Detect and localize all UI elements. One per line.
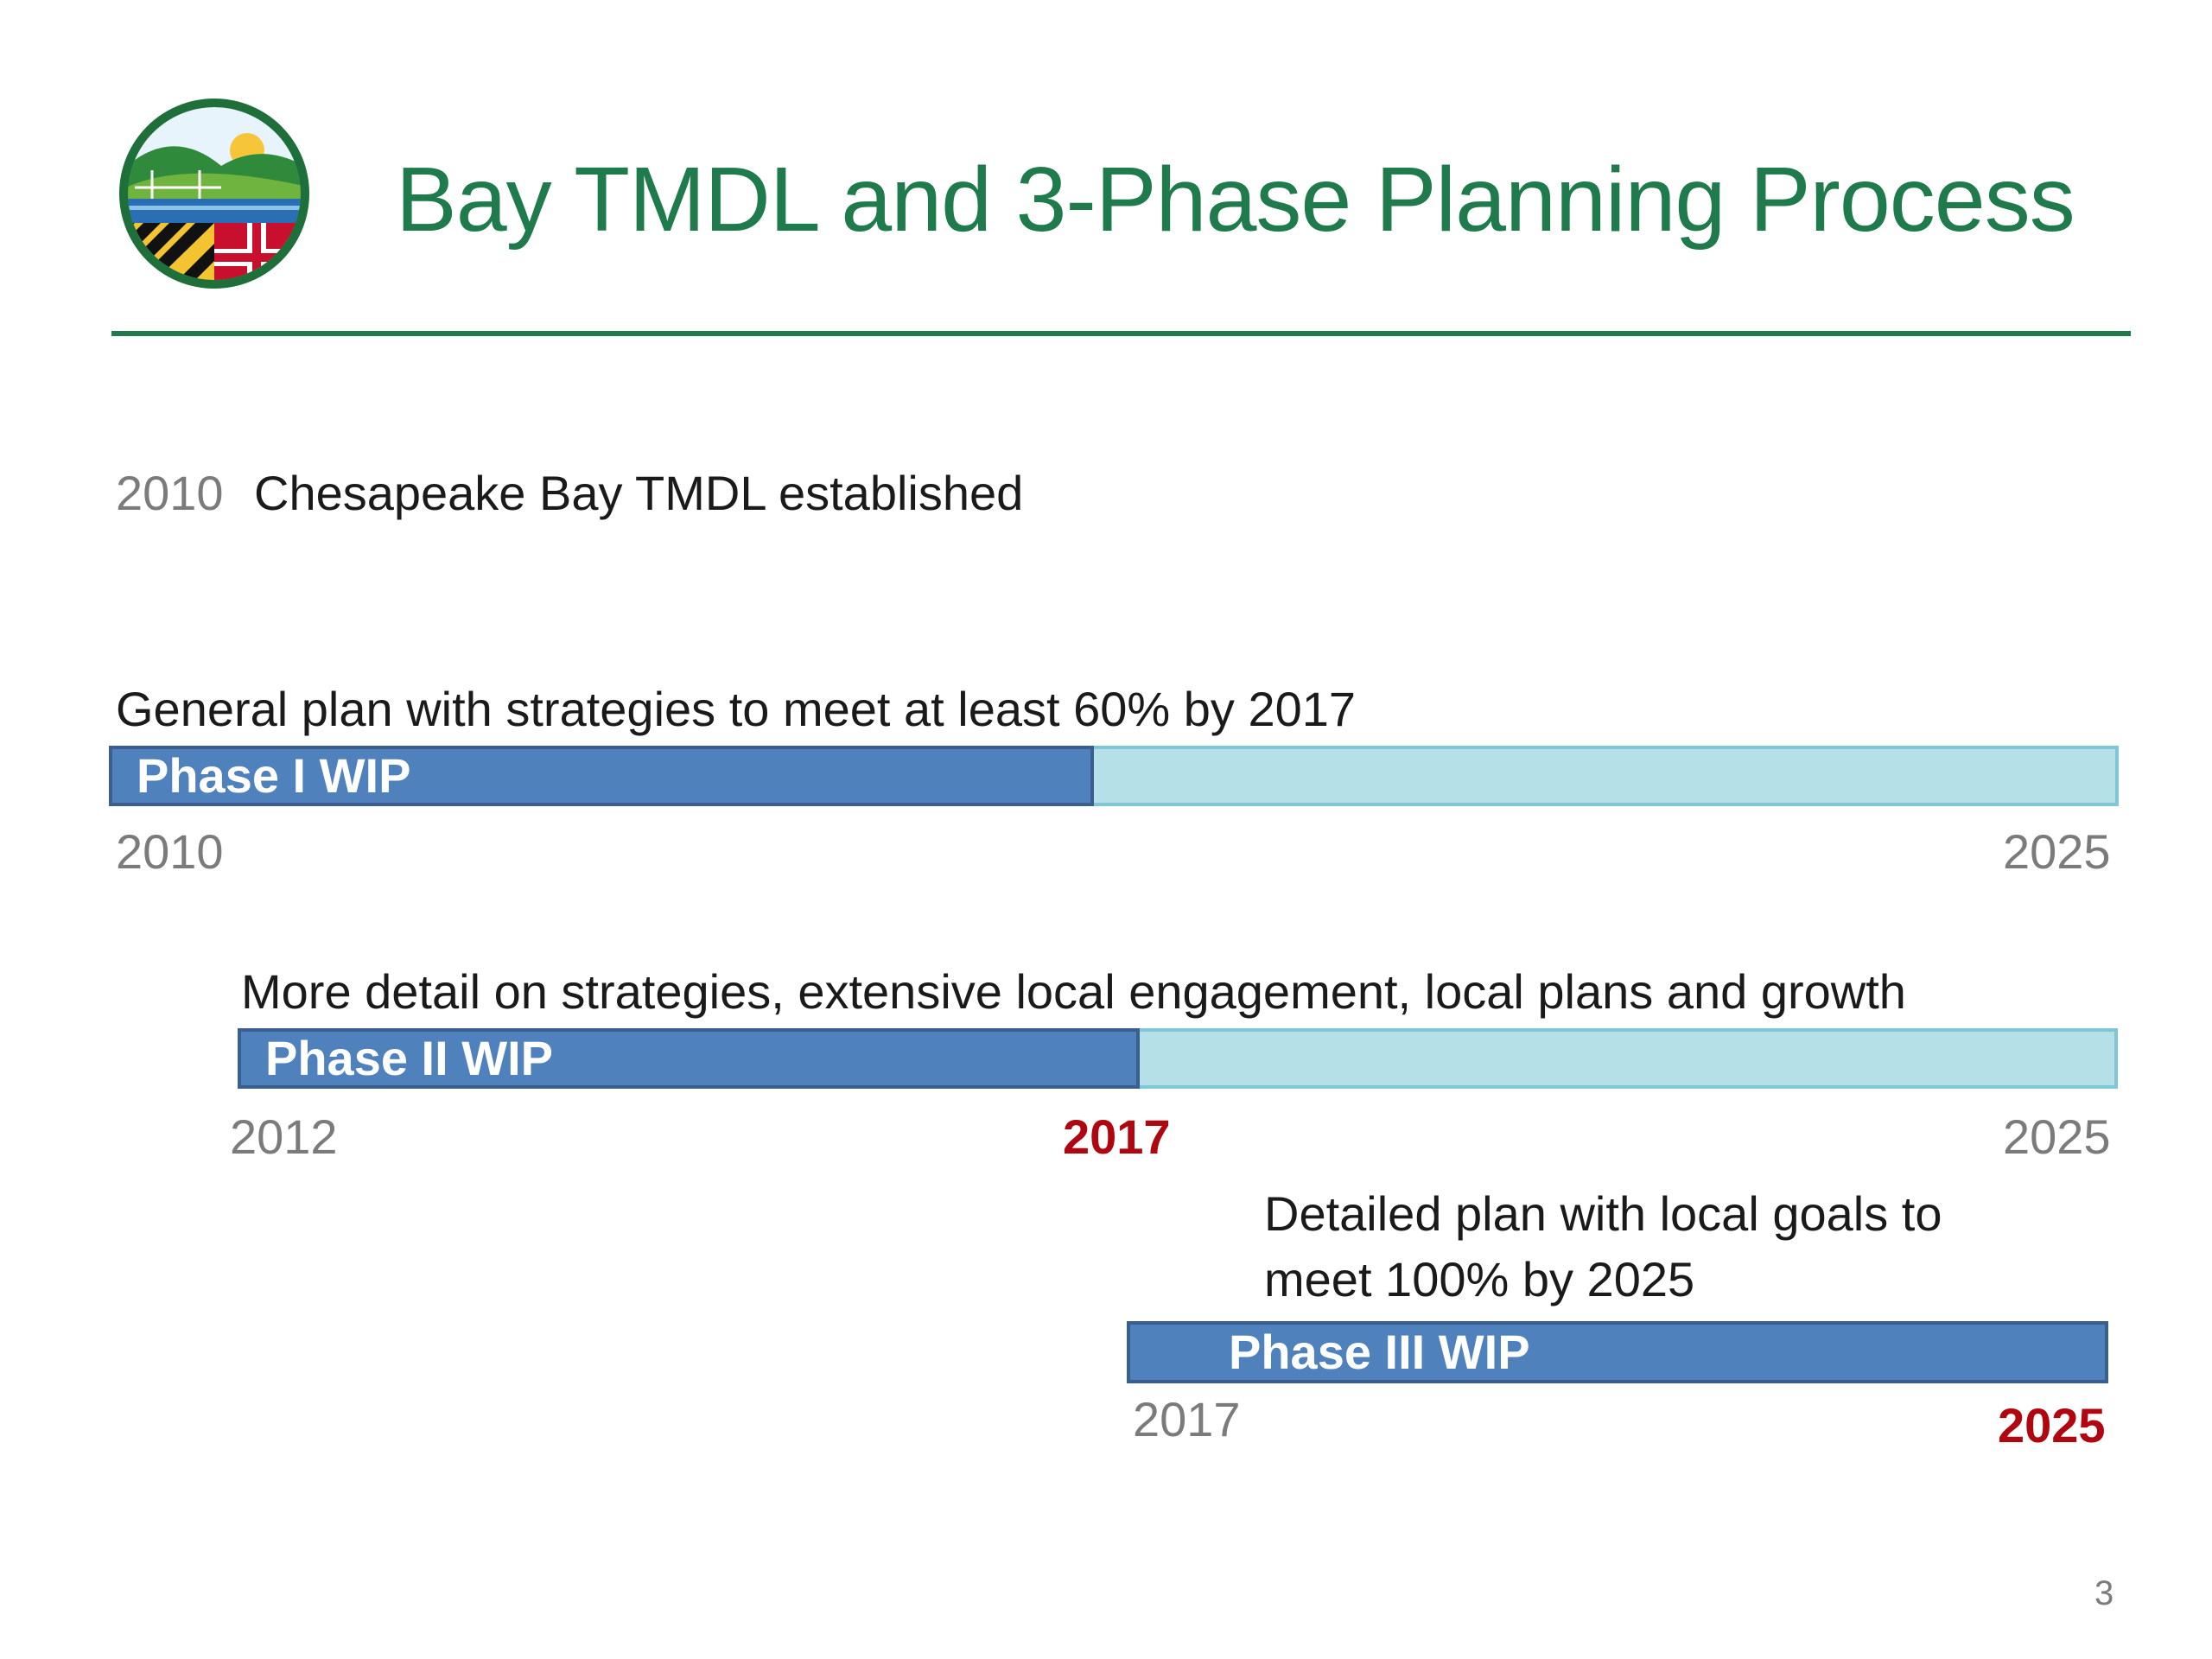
phase-2-start-year: 2012: [230, 1109, 338, 1164]
title-divider: [111, 331, 2131, 336]
phase-3-description-line2: meet 100% by 2025: [1264, 1252, 1695, 1306]
page-number: 3: [2094, 1574, 2114, 1612]
milestone-year: 2010: [116, 466, 224, 520]
phase-3-description-line1: Detailed plan with local goals to: [1264, 1186, 1942, 1241]
maryland-seal-icon: [119, 99, 309, 289]
milestone-text: Chesapeake Bay TMDL established: [254, 466, 1024, 520]
phase-3-end-year: 2025: [1998, 1398, 2106, 1452]
phase-3-label: Phase III WIP: [1229, 1325, 1530, 1379]
logo: [118, 97, 311, 290]
phase-2-bar: Phase II WIP: [238, 1028, 1140, 1089]
phase-2-mid-year: 2017: [1063, 1109, 1171, 1164]
phase-1-end-year: 2025: [2003, 824, 2111, 879]
slide-title: Bay TMDL and 3-Phase Planning Process: [396, 149, 2075, 251]
phase-2-label: Phase II WIP: [265, 1031, 553, 1085]
phase-1-bar: Phase I WIP: [109, 746, 1094, 806]
phase-2-end-year: 2025: [2003, 1109, 2111, 1164]
phase-1-start-year: 2010: [116, 824, 224, 879]
phase-1-description: General plan with strategies to meet at …: [116, 682, 1357, 736]
phase-2-description: More detail on strategies, extensive loc…: [241, 964, 1906, 1019]
phase-3-start-year: 2017: [1133, 1392, 1241, 1446]
phase-1-label: Phase I WIP: [137, 748, 411, 803]
phase-3-bar: Phase III WIP: [1127, 1321, 2108, 1383]
